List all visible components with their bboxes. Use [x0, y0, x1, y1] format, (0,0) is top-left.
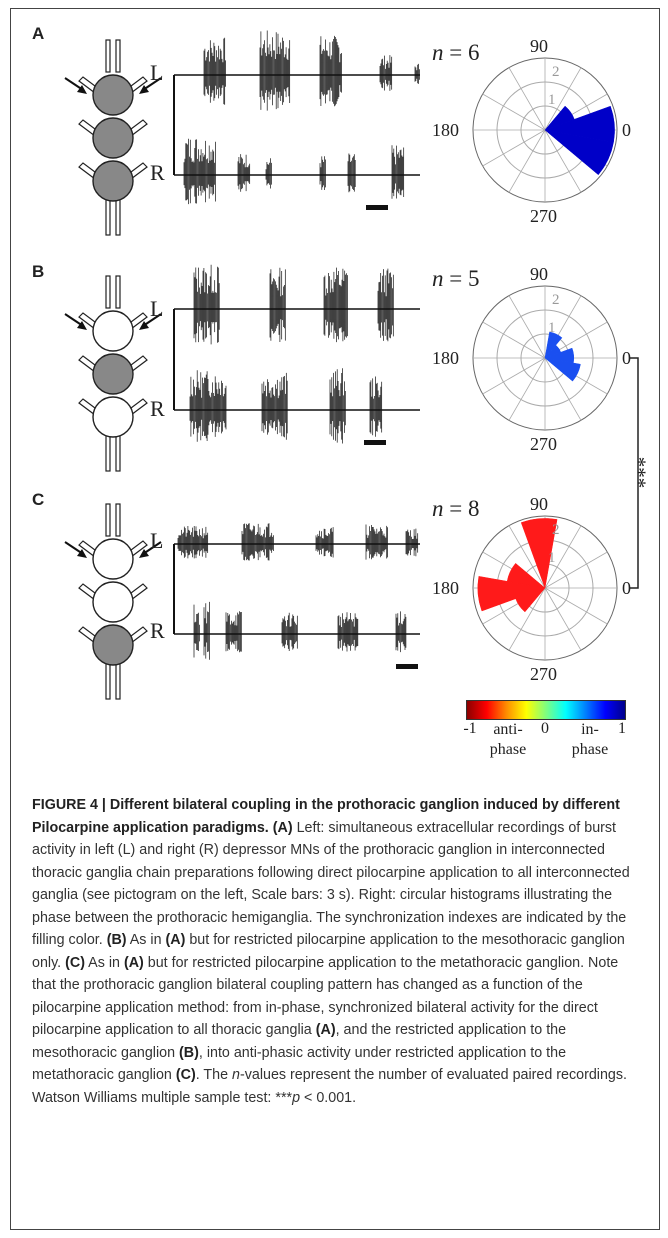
ganglion: [92, 624, 134, 666]
ganglia-chain: [64, 503, 162, 700]
radius-1-c: 1: [548, 550, 556, 566]
significance-stars: ***: [626, 456, 651, 489]
channel-label-left-c: L: [150, 528, 164, 553]
colorbar: [466, 700, 626, 720]
n-label-b: n = 5: [432, 266, 480, 291]
radius-2-a: 2: [552, 64, 560, 80]
colorbar-anti-phase-label: anti- phase: [489, 721, 527, 758]
scale-bar: [396, 664, 418, 669]
histogram-wedge: [544, 129, 614, 176]
ganglion: [92, 353, 134, 395]
recording-traces-c: [173, 523, 420, 669]
ganglion: [92, 117, 134, 159]
polar-histogram-a: [472, 57, 618, 203]
angle-180-c: 180: [432, 578, 459, 598]
recording-traces-a: [173, 30, 420, 210]
histogram-wedge: [477, 576, 546, 612]
angle-180-a: 180: [432, 120, 459, 140]
ganglion: [92, 160, 134, 202]
polar-histogram-c: [472, 515, 618, 661]
ganglion: [92, 581, 134, 623]
ganglion: [92, 396, 134, 438]
panel-letter-b: B: [32, 262, 45, 281]
ganglion: [92, 310, 134, 352]
histogram-wedge: [544, 331, 563, 359]
radius-2-c: 2: [552, 522, 560, 538]
channel-label-left-a: L: [150, 60, 164, 85]
radius-2-b: 2: [552, 292, 560, 308]
histogram-wedge: [520, 518, 558, 589]
ganglia-chain: [64, 275, 162, 472]
channel-label-right-b: R: [150, 396, 165, 421]
channel-label-right-a: R: [150, 160, 165, 185]
angle-90-a: 90: [530, 36, 548, 56]
angle-0-b: 0: [622, 348, 631, 368]
recording-traces-b: [173, 264, 420, 445]
ganglia-chain: [64, 39, 162, 236]
scale-bar: [364, 440, 386, 445]
angle-0-c: 0: [622, 578, 631, 598]
figure-frame: [10, 8, 660, 1230]
panel-letter-a: A: [32, 24, 45, 43]
caption-title: FIGURE 4 | Different bilateral coupling …: [32, 797, 620, 836]
histogram-wedge: [544, 357, 581, 382]
colorbar-min: -1: [463, 720, 477, 737]
colorbar-in-phase-label: in- phase: [571, 721, 609, 758]
ganglion: [92, 74, 134, 116]
n-label-c: n = 8: [432, 496, 480, 521]
channel-label-left-b: L: [150, 296, 164, 321]
radius-1-b: 1: [548, 320, 556, 336]
histogram-wedge: [515, 587, 546, 613]
panel-letter-c: C: [32, 490, 45, 509]
radius-1-a: 1: [548, 92, 556, 108]
angle-90-c: 90: [530, 494, 548, 514]
angle-270-a: 270: [530, 206, 557, 226]
n-label-a: n = 6: [432, 40, 480, 65]
ganglia-pictogram-c: [64, 503, 162, 700]
angle-180-b: 180: [432, 348, 459, 368]
ganglion: [92, 538, 134, 580]
angle-0-a: 0: [622, 120, 631, 140]
ganglia-pictogram-a: [64, 39, 162, 236]
figure-caption: FIGURE 4 | Different bilateral coupling …: [32, 797, 630, 1106]
angle-270-b: 270: [530, 434, 557, 454]
channel-label-right-c: R: [150, 618, 165, 643]
angle-90-b: 90: [530, 264, 548, 284]
colorbar-max: 1: [618, 720, 626, 737]
colorbar-mid: 0: [541, 720, 549, 737]
ganglia-pictogram-b: [64, 275, 162, 472]
scale-bar: [366, 205, 388, 210]
significance-bracket: [630, 357, 639, 589]
angle-270-c: 270: [530, 664, 557, 684]
polar-histogram-b: [472, 285, 618, 431]
